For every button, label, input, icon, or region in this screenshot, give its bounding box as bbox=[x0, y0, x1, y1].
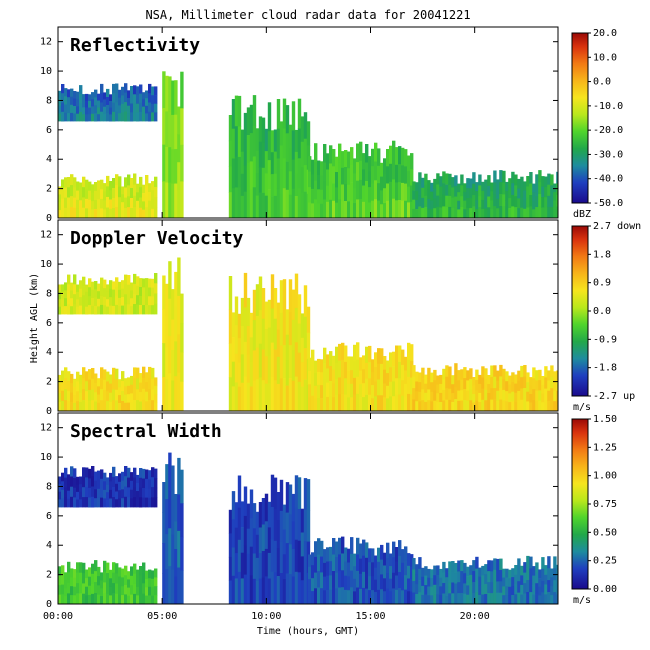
plot-frame bbox=[57, 26, 559, 219]
x-tick-label: 10:00 bbox=[251, 611, 281, 622]
colorbar-tick-label: 1.25 bbox=[593, 442, 617, 453]
y-axis-label: Height AGL (km) bbox=[29, 273, 40, 363]
echo-segment-4 bbox=[308, 536, 414, 604]
y-tick-label: 12 bbox=[40, 230, 52, 241]
figure-title: NSA, Millimeter cloud radar data for 200… bbox=[145, 8, 470, 22]
colorbar-tick-label: 0.00 bbox=[593, 584, 617, 595]
echo-segment-0 bbox=[58, 560, 158, 604]
colorbar-tick-label: 0.9 bbox=[593, 278, 611, 289]
y-tick-label: 10 bbox=[40, 452, 52, 463]
x-tick-label: 15:00 bbox=[355, 611, 385, 622]
radar-echoes bbox=[58, 71, 558, 218]
colorbar-unit: dBZ bbox=[573, 209, 591, 220]
echo-segment-5 bbox=[412, 363, 558, 411]
panel-title: Doppler Velocity bbox=[70, 228, 244, 249]
y-tick-label: 4 bbox=[46, 154, 52, 165]
colorbar-tick-label: 1.50 bbox=[593, 414, 617, 425]
colorbar-tick-label: 0.0 bbox=[593, 306, 611, 317]
y-tick-label: 6 bbox=[46, 318, 52, 329]
colorbar-tick-label: -1.8 bbox=[593, 363, 617, 374]
y-tick-label: 2 bbox=[46, 570, 52, 581]
colorbar-tick-label: 0.50 bbox=[593, 527, 617, 538]
colorbar-tick-label: -10.0 bbox=[593, 101, 623, 112]
colorbar-frame bbox=[571, 32, 589, 204]
colorbar-tick-label: -20.0 bbox=[593, 125, 623, 136]
y-tick-label: 8 bbox=[46, 481, 52, 492]
y-tick-label: 4 bbox=[46, 540, 52, 551]
colorbar-tick-label: -0.9 bbox=[593, 334, 617, 345]
colorbar-tick-label: -40.0 bbox=[593, 174, 623, 185]
x-tick-label: 20:00 bbox=[460, 611, 490, 622]
panel-title: Reflectivity bbox=[70, 35, 200, 56]
colorbar bbox=[572, 33, 588, 203]
colorbar-tick-label: -30.0 bbox=[593, 149, 623, 160]
colorbar-tick-label: 1.00 bbox=[593, 471, 617, 482]
y-tick-label: 0 bbox=[46, 599, 52, 610]
y-tick-label: 0 bbox=[46, 213, 52, 224]
echo-segment-5 bbox=[412, 170, 558, 218]
colorbar-unit: m/s bbox=[573, 595, 591, 606]
echo-segment-1 bbox=[58, 466, 158, 508]
plot-frame bbox=[57, 412, 559, 605]
echo-segment-0 bbox=[58, 173, 158, 218]
y-tick-label: 0 bbox=[46, 406, 52, 417]
colorbar bbox=[572, 226, 588, 396]
x-tick-label: 05:00 bbox=[147, 611, 177, 622]
y-tick-label: 12 bbox=[40, 423, 52, 434]
echo-segment-0 bbox=[58, 366, 158, 411]
colorbar-tick-label: -2.7 up bbox=[593, 391, 635, 402]
echo-segment-2 bbox=[162, 257, 184, 411]
radar-echoes bbox=[58, 257, 558, 411]
colorbar-tick-label: -50.0 bbox=[593, 198, 623, 209]
y-tick-label: 6 bbox=[46, 125, 52, 136]
y-tick-label: 10 bbox=[40, 66, 52, 77]
echo-segment-1 bbox=[58, 273, 158, 315]
y-tick-label: 12 bbox=[40, 37, 52, 48]
x-axis-label: Time (hours, GMT) bbox=[257, 626, 359, 637]
radar-echoes bbox=[58, 452, 558, 604]
colorbar-tick-label: 0.25 bbox=[593, 556, 617, 567]
panel-1: 0 2 4 6 8 10 12 Doppler Velocity 2.7 down 1.8 0.9 0… bbox=[40, 219, 641, 417]
y-tick-label: 2 bbox=[46, 377, 52, 388]
colorbar-tick-label: 0.75 bbox=[593, 499, 617, 510]
echo-segment-2 bbox=[162, 71, 184, 218]
colorbar-tick-label: 2.7 down bbox=[593, 221, 641, 232]
colorbar-unit: m/s bbox=[573, 402, 591, 413]
y-tick-label: 10 bbox=[40, 259, 52, 270]
echo-segment-3 bbox=[228, 474, 311, 604]
y-tick-label: 2 bbox=[46, 184, 52, 195]
echo-segment-1 bbox=[58, 83, 158, 122]
echo-segment-3 bbox=[228, 272, 311, 411]
echo-segment-3 bbox=[228, 95, 311, 218]
x-tick-label: 00:00 bbox=[43, 611, 73, 622]
y-tick-label: 6 bbox=[46, 511, 52, 522]
y-tick-label: 4 bbox=[46, 347, 52, 358]
panel-2: 0 2 4 6 8 10 12 00:00 05:00 10:00 15:00 20:00 Spectr… bbox=[40, 412, 617, 622]
y-tick-label: 8 bbox=[46, 288, 52, 299]
echo-segment-5 bbox=[412, 555, 558, 604]
panel-0: 0 2 4 6 8 10 12 Reflectivity 20.0 10.0 0.0 -10.0 -20… bbox=[40, 26, 623, 224]
echo-segment-4 bbox=[308, 342, 414, 411]
echo-segment-4 bbox=[308, 140, 414, 218]
colorbar-tick-label: 0.0 bbox=[593, 77, 611, 88]
colorbar-tick-label: 20.0 bbox=[593, 28, 617, 39]
plot-frame bbox=[57, 219, 559, 412]
y-tick-label: 8 bbox=[46, 95, 52, 106]
colorbar-tick-label: 10.0 bbox=[593, 52, 617, 63]
echo-segment-2 bbox=[162, 452, 184, 604]
colorbar bbox=[572, 419, 588, 589]
panel-title: Spectral Width bbox=[70, 421, 222, 442]
colorbar-tick-label: 1.8 bbox=[593, 249, 611, 260]
